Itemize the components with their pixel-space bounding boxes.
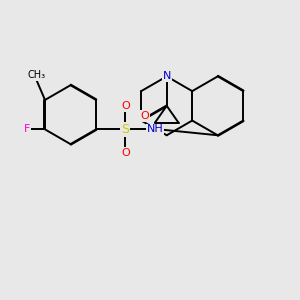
Text: O: O (121, 101, 130, 111)
Text: O: O (140, 111, 149, 121)
Text: CH₃: CH₃ (27, 70, 45, 80)
Text: F: F (24, 124, 31, 134)
Text: NH: NH (146, 124, 163, 134)
Text: O: O (121, 148, 130, 158)
Text: N: N (163, 71, 171, 81)
Text: S: S (122, 123, 129, 136)
